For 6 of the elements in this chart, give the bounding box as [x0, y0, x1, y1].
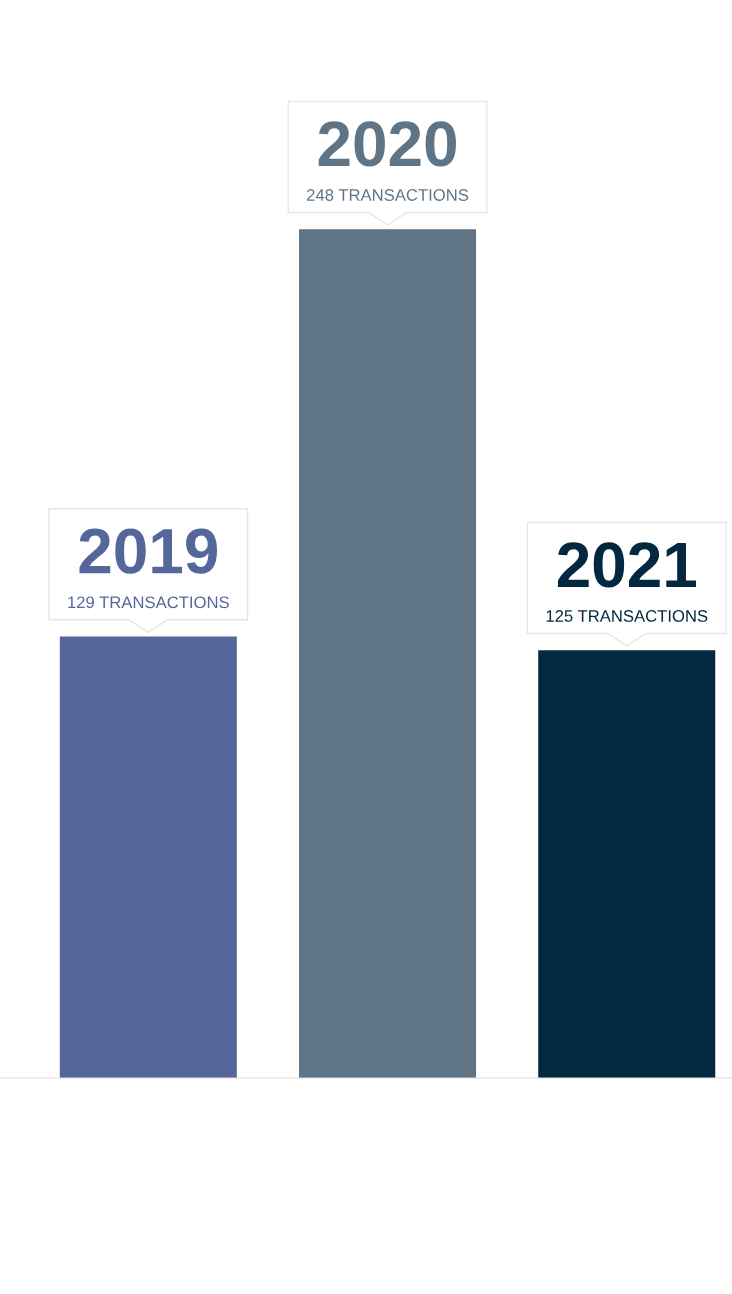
- data-label: 129 TRANSACTIONS: [68, 596, 229, 609]
- data-label: 125 TRANSACTIONS: [546, 610, 708, 622]
- x-tick-label: 2019: [79, 528, 218, 574]
- data-label: 248 TRANSACTIONS: [307, 189, 469, 201]
- x-tick-label: 2020: [318, 121, 456, 167]
- x-tick-label: 2021: [557, 542, 697, 588]
